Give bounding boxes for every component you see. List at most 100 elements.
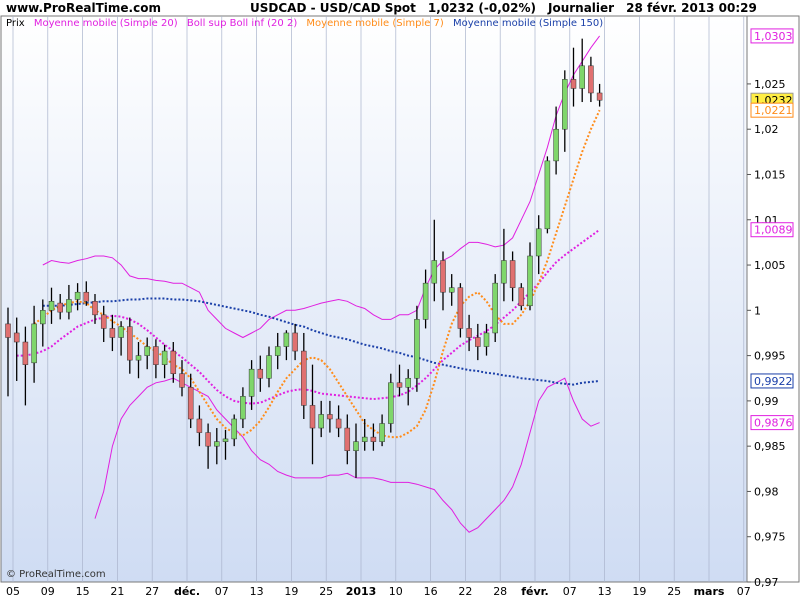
candle [501, 228, 507, 302]
candle-body [196, 418, 203, 433]
candle-body [379, 423, 385, 442]
y-tick-label: 0,98 [754, 485, 779, 498]
candle [22, 326, 29, 406]
candle-body [66, 299, 72, 313]
candle [100, 305, 107, 343]
y-tick-label: 1,015 [754, 168, 786, 181]
candle [153, 339, 159, 379]
bollinger-bands [42, 35, 601, 533]
candle [318, 400, 324, 438]
candle [492, 274, 498, 343]
candle-body [518, 287, 525, 307]
candle [301, 332, 307, 419]
price-badge: 1,0303 [750, 28, 794, 44]
candle [283, 330, 290, 361]
price-badge: 1,0089 [750, 222, 794, 238]
candle [327, 400, 333, 433]
candle [457, 283, 464, 338]
candle-body [22, 341, 29, 365]
candle-body [344, 427, 351, 451]
candle [388, 373, 394, 433]
x-tick-label: 16 [424, 585, 438, 598]
candle-body [353, 441, 359, 451]
candle-body [74, 291, 81, 300]
candle-body [327, 414, 333, 420]
candle-body [170, 350, 177, 374]
candle [405, 369, 411, 406]
y-axis: 0,970,9750,980,9850,990,99511,0051,011,0… [747, 78, 786, 589]
x-axis: 05 09 15 21 27 déc. 07 13 19 25 2013 10 16 22 28 févr. 0… [6, 585, 751, 598]
candle [335, 405, 342, 438]
x-tick-label: 10 [389, 585, 403, 598]
candle-body [5, 323, 11, 338]
candle-body [92, 301, 98, 316]
x-tick-label: 21 [110, 585, 124, 598]
candle-body [57, 302, 63, 313]
x-tick-label: 28 [493, 585, 507, 598]
x-tick-label: 07 [215, 585, 229, 598]
candle-body [48, 301, 55, 311]
candle-body [562, 79, 568, 130]
candle-body [222, 438, 229, 442]
candle-body [266, 355, 272, 379]
candle-body [405, 377, 411, 388]
candle-body [153, 346, 159, 365]
candle [240, 387, 246, 429]
candle [483, 323, 490, 356]
x-tick-label: 07 [737, 585, 751, 598]
candle-body [396, 382, 403, 388]
candle-body [335, 418, 342, 429]
candle [127, 317, 133, 374]
candle-body [535, 228, 542, 257]
price-badge-box [750, 222, 794, 238]
price-badge-text: 1,0089 [754, 224, 793, 237]
candle [475, 323, 481, 361]
candle-body [440, 260, 446, 293]
y-tick-label: 1,005 [754, 259, 786, 272]
candle [448, 274, 455, 306]
y-tick-label: 1 [754, 304, 761, 317]
candle [570, 47, 577, 107]
price-badge-box [750, 373, 794, 389]
datetime-label: 28 févr. 2013 00:29 [626, 1, 757, 15]
candle [466, 314, 472, 352]
site-name[interactable]: www.ProRealTime.com [6, 1, 161, 15]
x-tick-label: 13 [598, 585, 612, 598]
candle [544, 156, 551, 234]
candle-body [205, 432, 211, 447]
candle [361, 418, 368, 451]
candle-body [588, 65, 594, 94]
x-tick-label: 25 [319, 585, 333, 598]
candle [509, 251, 516, 302]
candle-body [257, 368, 264, 379]
price-badge: 1,0221 [750, 102, 794, 118]
candle [13, 317, 20, 381]
candle [309, 364, 316, 465]
x-tick-label: 15 [76, 585, 90, 598]
candle [588, 56, 594, 103]
candle [214, 428, 220, 465]
symbol-label: USDCAD - USD/CAD Spot [250, 1, 416, 15]
candle-body [596, 92, 603, 101]
bollinger-lower-line [94, 377, 600, 533]
candle-body [361, 436, 368, 442]
candle [553, 106, 559, 175]
x-tick-label: 25 [667, 585, 681, 598]
period-label: Journalier [548, 1, 615, 15]
candle-body [301, 350, 307, 406]
candle-body [457, 287, 464, 329]
candle [562, 70, 568, 152]
candle-body [579, 65, 585, 89]
candle-body [370, 436, 377, 442]
candle-body [135, 355, 142, 361]
candle [83, 281, 90, 306]
y-tick-label: 1,02 [754, 123, 779, 136]
candle [57, 294, 63, 320]
x-tick-label: 19 [632, 585, 646, 598]
grid [12, 16, 745, 582]
candle [40, 299, 46, 347]
candle-body [431, 260, 438, 284]
candle-body [100, 314, 107, 329]
